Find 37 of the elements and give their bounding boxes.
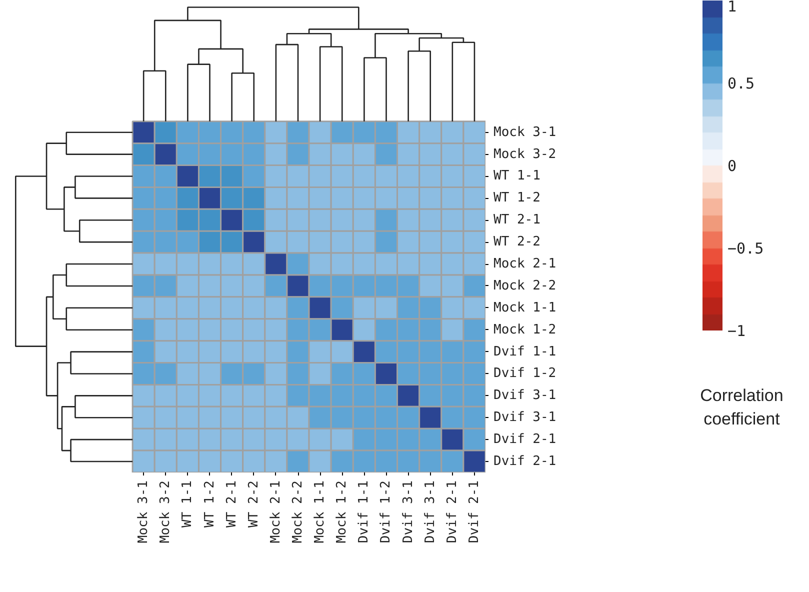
x-tick-label: Dvif 2-1: [444, 480, 460, 544]
y-tick-label: Dvif 3-1: [494, 410, 556, 426]
x-tick-label: Dvif 1-2: [378, 480, 394, 544]
x-tick-label: WT 2-2: [246, 480, 262, 528]
x-tick-label: Mock 3-2: [158, 480, 174, 544]
y-tick-label: WT 1-2: [494, 190, 540, 206]
x-tick-label: WT 2-1: [224, 480, 240, 528]
y-tick-label: Mock 3-1: [494, 124, 556, 140]
x-tick-label: Dvif 3-1: [400, 480, 416, 544]
color-bar-title: Correlation coefficient: [700, 386, 784, 428]
x-tick-label: Mock 2-2: [290, 480, 306, 544]
x-tick-label: Mock 1-2: [334, 480, 350, 544]
y-tick-label: Dvif 3-1: [494, 388, 556, 404]
x-tick-label: Dvif 1-1: [356, 480, 372, 544]
color-bar-label: 1: [728, 0, 737, 16]
y-tick-label: Dvif 2-1: [494, 454, 556, 470]
color-bar-label: 0: [728, 157, 737, 175]
color-bar-label: 0.5: [728, 74, 755, 92]
x-tick-label: Mock 2-1: [268, 480, 284, 544]
x-tick-label: Dvif 3-1: [422, 480, 438, 544]
x-tick-label: Mock 3-1: [136, 480, 152, 544]
x-tick-label: Mock 1-1: [312, 480, 328, 544]
y-tick-label: Mock 2-2: [494, 278, 556, 294]
y-tick-label: WT 2-2: [494, 234, 540, 250]
y-tick-label: Dvif 2-1: [494, 432, 556, 448]
color-bar-label: −1: [728, 322, 746, 340]
y-tick-label: Mock 3-2: [494, 146, 556, 162]
x-tick-label: WT 1-2: [202, 480, 218, 528]
x-tick-label: WT 1-1: [180, 480, 196, 528]
y-tick-label: WT 2-1: [494, 212, 540, 228]
y-tick-label: Mock 2-1: [494, 256, 556, 272]
y-tick-label: Mock 1-2: [494, 322, 556, 338]
color-bar-label: −0.5: [728, 240, 764, 258]
y-tick-label: Mock 1-1: [494, 300, 556, 316]
y-tick-label: Dvif 1-1: [494, 344, 556, 360]
y-tick-label: Dvif 1-2: [494, 366, 556, 382]
y-tick-label: WT 1-1: [494, 168, 540, 184]
